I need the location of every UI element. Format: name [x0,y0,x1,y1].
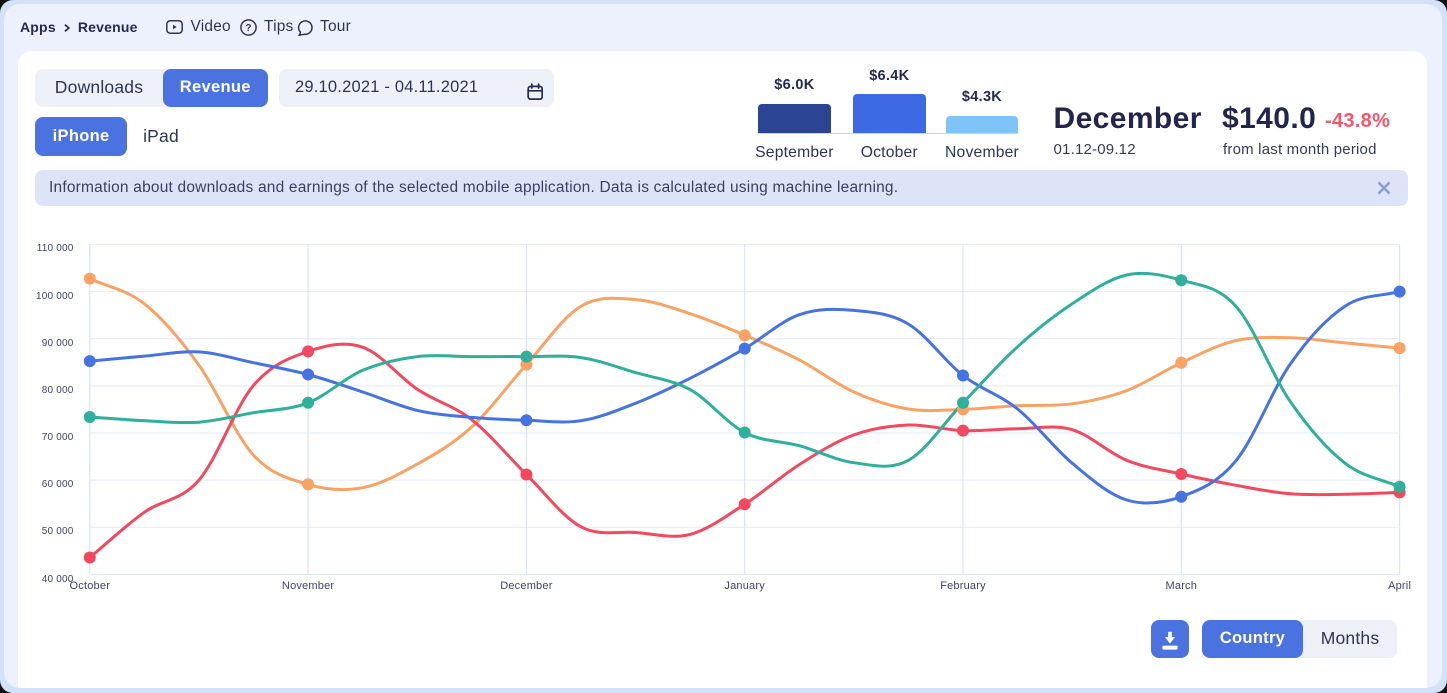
svg-text:?: ? [245,23,251,34]
